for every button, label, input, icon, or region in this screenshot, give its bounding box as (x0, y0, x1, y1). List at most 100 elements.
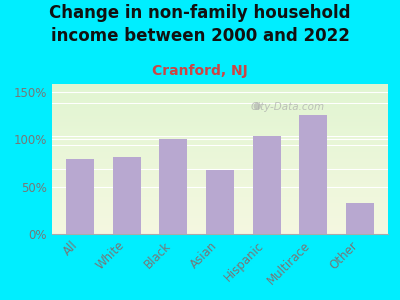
Bar (52, 132, 388, 134)
Bar (52, 220, 388, 222)
Bar (52, 90, 388, 92)
Bar (52, 174, 388, 176)
Bar (52, 208, 388, 210)
Bar (52, 213, 388, 214)
Bar (52, 146, 388, 147)
Bar (52, 106, 388, 108)
Bar (52, 194, 388, 195)
Bar (52, 126, 388, 128)
Text: Cranford, NJ: Cranford, NJ (152, 64, 248, 79)
Bar (52, 144, 388, 146)
Bar (52, 225, 388, 226)
Bar (52, 156, 388, 158)
Bar (52, 224, 388, 225)
Bar (52, 162, 388, 164)
Bar (52, 117, 388, 118)
Bar (52, 98, 388, 99)
Bar (52, 202, 388, 204)
Bar (52, 120, 388, 122)
Bar (52, 160, 388, 162)
Bar (346, 203, 374, 234)
Bar (52, 93, 388, 94)
Bar (52, 164, 388, 165)
Bar (52, 122, 388, 123)
Bar (52, 206, 388, 207)
Bar (52, 110, 388, 111)
Bar (52, 85, 388, 87)
Bar (52, 118, 388, 120)
Bar (52, 192, 388, 194)
Bar (52, 94, 388, 96)
Bar (52, 134, 388, 135)
Bar (52, 103, 388, 105)
Bar (52, 105, 388, 106)
Bar (52, 222, 388, 224)
Bar (52, 135, 388, 136)
Bar (52, 231, 388, 232)
Bar (52, 153, 388, 154)
Bar (52, 142, 388, 144)
Bar (52, 158, 388, 159)
Bar (52, 147, 388, 148)
Bar (52, 182, 388, 183)
Bar (52, 154, 388, 156)
Bar (52, 216, 388, 218)
Bar (66, 159, 94, 234)
Bar (52, 112, 388, 114)
Bar (52, 183, 388, 184)
Bar (52, 169, 388, 171)
Bar (52, 196, 388, 198)
Bar (52, 212, 388, 213)
Bar (52, 195, 388, 196)
Bar (52, 219, 388, 220)
Bar (206, 170, 234, 234)
Bar (52, 140, 388, 141)
Bar (253, 136, 281, 234)
Bar (299, 115, 327, 234)
Bar (52, 210, 388, 212)
Bar (52, 168, 388, 170)
Bar (52, 96, 388, 98)
Bar (52, 159, 388, 160)
Bar (52, 108, 388, 110)
Bar (52, 99, 388, 100)
Text: City-Data.com: City-Data.com (250, 101, 324, 112)
Bar (52, 87, 388, 88)
Bar (52, 114, 388, 116)
Bar (52, 188, 388, 189)
Bar (52, 111, 388, 112)
Bar (52, 226, 388, 228)
Bar (52, 123, 388, 124)
Bar (52, 190, 388, 192)
Bar (52, 124, 388, 126)
Bar (52, 129, 388, 130)
Bar (52, 116, 388, 117)
Bar (52, 141, 388, 142)
Bar (52, 228, 388, 230)
Bar (52, 178, 388, 180)
Text: ●: ● (253, 101, 261, 112)
Bar (52, 232, 388, 234)
Bar (52, 189, 388, 190)
Bar (52, 152, 388, 153)
Bar (52, 218, 388, 219)
Bar (52, 201, 388, 202)
Bar (52, 230, 388, 231)
Bar (52, 150, 388, 152)
Bar (52, 138, 388, 140)
Bar (52, 172, 388, 174)
Bar (52, 204, 388, 206)
Bar (113, 157, 141, 234)
Text: Change in non-family household
income between 2000 and 2022: Change in non-family household income be… (49, 4, 351, 45)
Bar (52, 88, 388, 90)
Bar (52, 128, 388, 129)
Bar (52, 130, 388, 132)
Bar (52, 102, 388, 104)
Bar (52, 167, 388, 168)
Bar (52, 84, 388, 86)
Bar (52, 148, 388, 150)
Bar (52, 180, 388, 182)
Bar (52, 207, 388, 208)
Bar (52, 136, 388, 138)
Bar (52, 92, 388, 93)
